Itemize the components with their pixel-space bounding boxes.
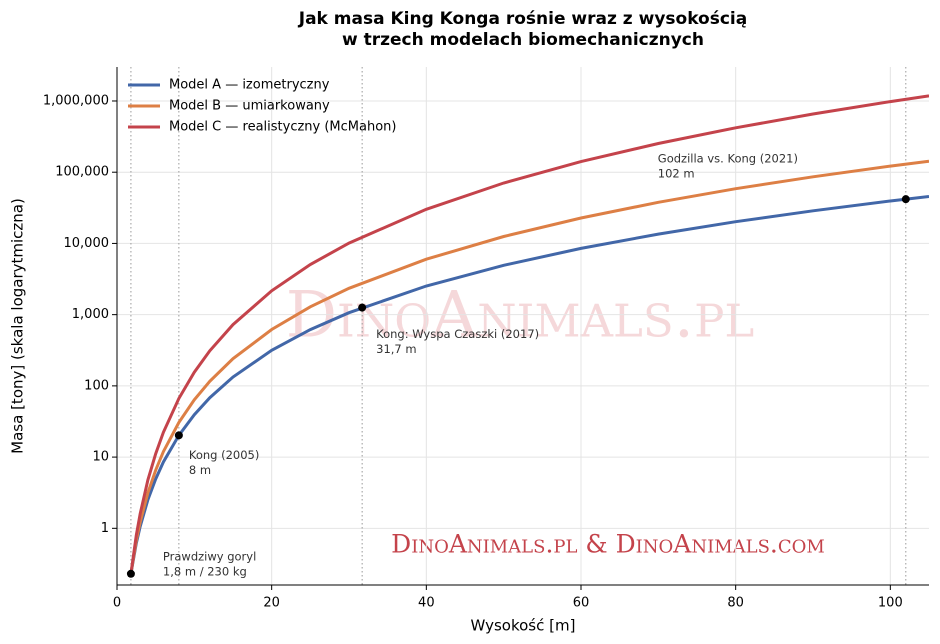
y-tick-label: 1 xyxy=(101,521,109,536)
x-tick-label: 40 xyxy=(418,596,435,611)
y-tick-label: 100 xyxy=(84,378,109,393)
annotation-label: Godzilla vs. Kong (2021) xyxy=(658,152,798,166)
chart-subtitle: w trzech modelach biomechanicznych xyxy=(342,30,704,50)
x-axis-label: Wysokość [m] xyxy=(471,617,576,635)
series-line xyxy=(129,94,929,575)
legend-label: Model C — realistyczny (McMahon) xyxy=(169,120,396,135)
annotation-sublabel: 1,8 m / 230 kg xyxy=(163,564,247,578)
annotation-point xyxy=(174,431,183,440)
y-tick-label: 100,000 xyxy=(55,165,109,180)
annotation-point xyxy=(126,569,135,578)
y-tick-label: 1,000 xyxy=(72,307,109,322)
legend-label: Model A — izometryczny xyxy=(169,78,330,93)
annotation-sublabel: 8 m xyxy=(189,463,211,477)
series-line xyxy=(129,159,929,575)
chart-title: Jak masa King Konga rośnie wraz z wysoko… xyxy=(298,9,747,29)
y-axis-label: Masa [tony] (skala logarytmiczna) xyxy=(9,198,27,454)
annotation-label: Kong (2005) xyxy=(189,448,260,462)
series-line xyxy=(129,195,929,575)
x-tick-label: 80 xyxy=(727,596,744,611)
x-tick-label: 20 xyxy=(263,596,280,611)
annotation-label: Prawdziwy goryl xyxy=(163,549,256,563)
annotation-sublabel: 31,7 m xyxy=(376,342,416,356)
y-tick-label: 10 xyxy=(92,450,109,465)
x-tick-label: 0 xyxy=(113,596,121,611)
watermark: DinoAnimals.pl xyxy=(286,279,755,353)
legend-label: Model B — umiarkowany xyxy=(169,99,330,114)
annotation-sublabel: 102 m xyxy=(658,167,695,181)
annotation-label: Kong: Wyspa Czaszki (2017) xyxy=(376,327,539,341)
credit: DinoAnimals.pl & DinoAnimals.com xyxy=(391,530,825,559)
y-tick-label: 1,000,000 xyxy=(43,93,109,108)
y-tick-label: 10,000 xyxy=(64,236,110,251)
x-tick-label: 60 xyxy=(573,596,590,611)
annotation-point xyxy=(358,303,367,312)
annotation-point xyxy=(901,195,910,204)
x-tick-label: 100 xyxy=(878,596,903,611)
